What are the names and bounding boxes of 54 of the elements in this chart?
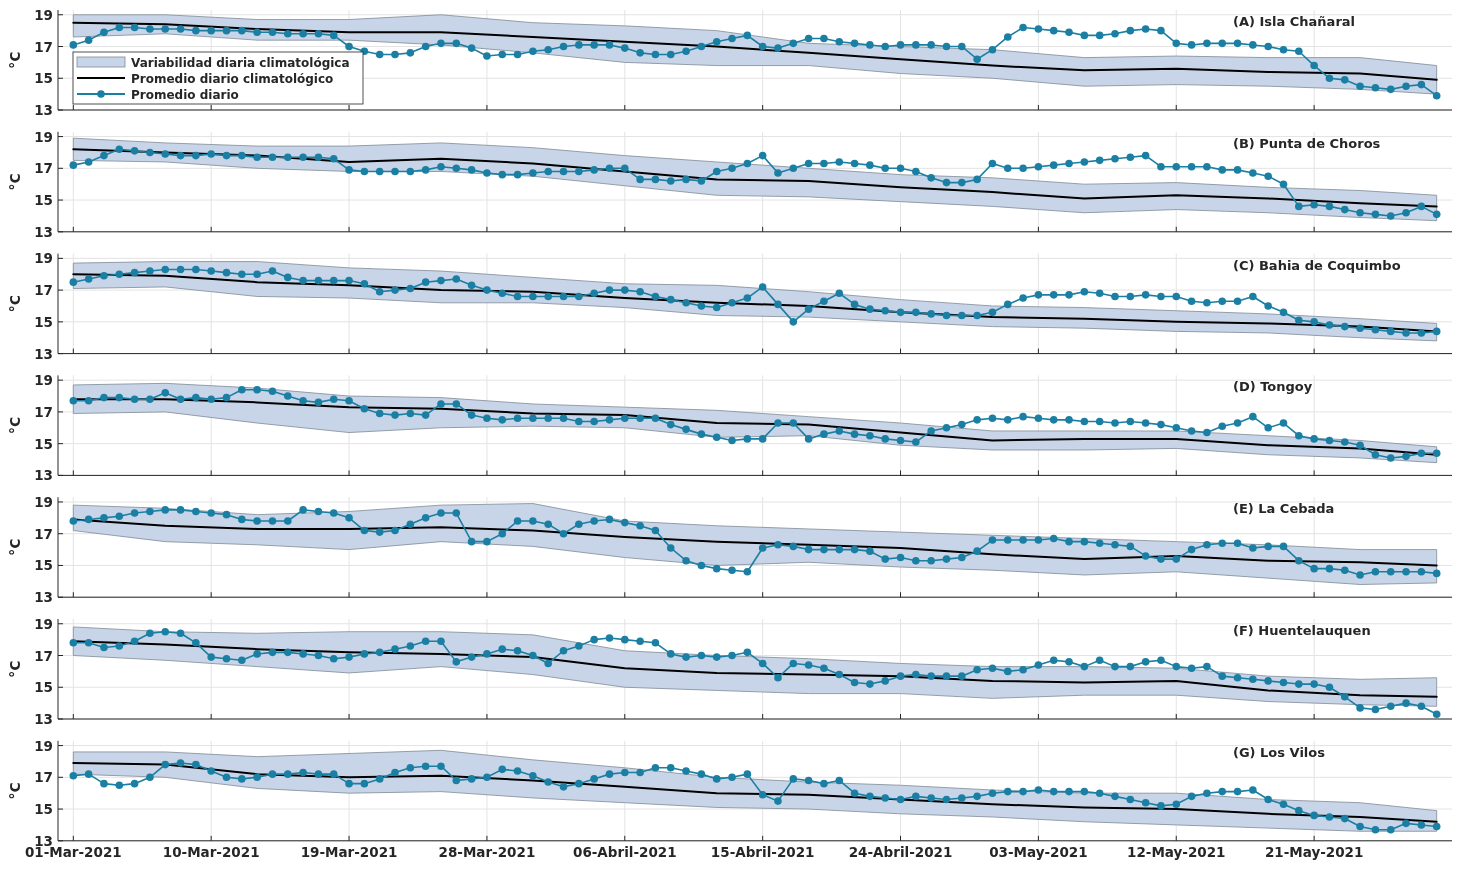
y-tick-label: 19 — [34, 372, 53, 389]
y-tick-label: 15 — [34, 192, 53, 209]
y-tick-label: 19 — [34, 615, 53, 632]
y-axis-title: °C — [7, 173, 23, 191]
y-tick-label: 15 — [34, 557, 53, 574]
y-axis-title: °C — [7, 538, 23, 556]
legend-label: Promedio diario — [131, 87, 239, 102]
y-axis-title: °C — [7, 782, 23, 800]
y-axis-title: °C — [7, 416, 23, 435]
y-axis-title: °C — [7, 51, 23, 69]
y-tick-label: 17 — [34, 525, 53, 542]
y-tick-label: 19 — [34, 250, 53, 267]
x-tick-label: 06-Abril-2021 — [572, 843, 677, 860]
x-tick-label: 12-May-2021 — [1127, 843, 1226, 860]
y-tick-label: 15 — [34, 801, 53, 818]
y-tick-label: 15 — [34, 679, 53, 696]
chart-title: (D) Tongoy — [1233, 379, 1313, 395]
chart-title: (F) Huentelauquen — [1233, 623, 1371, 638]
chart-title: (A) Isla Chañaral — [1233, 14, 1356, 29]
y-tick-label: 17 — [34, 38, 53, 55]
y-axis-title: °C — [7, 660, 23, 678]
y-tick-label: 15 — [34, 313, 53, 330]
y-tick-label: 17 — [34, 403, 53, 420]
x-tick-label: 15-Abril-2021 — [710, 843, 815, 860]
y-axis-title: °C — [7, 294, 23, 313]
x-tick-label: 28-Mar-2021 — [438, 843, 536, 860]
y-tick-label: 19 — [34, 493, 53, 510]
y-tick-label: 19 — [34, 128, 53, 145]
y-tick-label: 17 — [34, 282, 53, 299]
y-tick-label: 19 — [34, 737, 53, 754]
y-tick-label: 13 — [34, 467, 53, 484]
chart-title: (C) Bahia de Coquimbo — [1233, 257, 1401, 273]
y-tick-label: 13 — [34, 345, 53, 362]
y-tick-label: 13 — [34, 102, 53, 118]
chart-title: (B) Punta de Choros — [1233, 135, 1381, 151]
chart-title: (G) Los Vilos — [1233, 744, 1326, 760]
x-tick-label: 03-May-2021 — [989, 843, 1088, 860]
chart-title: (E) La Cebada — [1233, 501, 1335, 517]
y-tick-label: 19 — [34, 6, 53, 23]
y-tick-label: 15 — [34, 435, 53, 452]
x-tick-label: 19-Mar-2021 — [300, 843, 398, 860]
legend-label: Promedio diario climatológico — [131, 71, 334, 86]
x-tick-label: 10-Mar-2021 — [162, 843, 260, 860]
y-tick-label: 17 — [34, 769, 53, 786]
y-tick-label: 13 — [34, 711, 53, 727]
y-tick-label: 13 — [34, 223, 53, 240]
y-tick-label: 15 — [34, 70, 53, 87]
annotation: Variabilidad diaria climatológica — [131, 55, 350, 70]
y-tick-label: 17 — [34, 160, 53, 177]
y-tick-label: 17 — [34, 647, 53, 664]
x-tick-label: 21-May-2021 — [1264, 843, 1364, 860]
x-tick-label: 24-Abril-2021 — [848, 843, 953, 860]
line-series — [72, 148, 1438, 208]
y-tick-label: 13 — [34, 589, 53, 606]
